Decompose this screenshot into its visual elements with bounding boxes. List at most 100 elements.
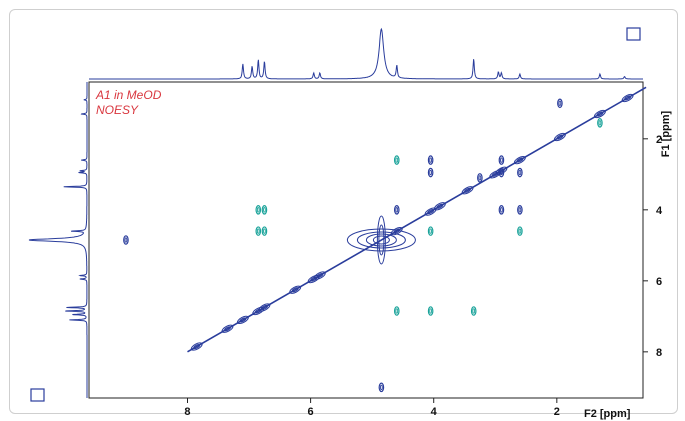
- diagonal-peak: [491, 171, 499, 177]
- diagonal-peak: [461, 186, 474, 195]
- cross-peak: [427, 226, 434, 236]
- cross-peak: [477, 173, 483, 183]
- diagonal-peak: [365, 233, 397, 247]
- diagonal-peak: [372, 235, 390, 245]
- chart-frame: [9, 9, 678, 414]
- diagonal-peak: [258, 303, 271, 312]
- y-tick-label: 2: [656, 134, 662, 146]
- cross-peak: [261, 205, 268, 215]
- cross-peak: [498, 155, 505, 165]
- cross-peak-core: [380, 384, 383, 390]
- diagonal-peak: [424, 207, 437, 216]
- cross-peak: [427, 167, 434, 178]
- cross-peak-core: [256, 228, 260, 234]
- diagonal-peak: [436, 203, 444, 209]
- cross-peak: [498, 167, 505, 178]
- diagonal-peak: [378, 224, 385, 256]
- x-tick-label: 6: [308, 406, 314, 418]
- cross-peak-core: [500, 169, 503, 176]
- cross-peak-core: [500, 157, 503, 163]
- cross-peak-core: [500, 207, 503, 213]
- diagonal-peak: [376, 215, 386, 265]
- cross-peak: [427, 306, 434, 316]
- diagonal-peak: [553, 132, 566, 142]
- cross-peak-core: [598, 120, 602, 126]
- diagonal-peak: [513, 155, 526, 165]
- cross-peak-core: [429, 157, 432, 163]
- diagonal-peak: [252, 306, 265, 316]
- diagonal-peak: [464, 187, 471, 193]
- diagonal-peak: [291, 287, 299, 293]
- cross-peak: [393, 155, 400, 165]
- frame-marker: [626, 27, 641, 41]
- x-tick-label: 8: [184, 406, 190, 418]
- plot-title-line-1: A1 in MeOD: [95, 88, 162, 102]
- diagonal-peak: [433, 202, 446, 211]
- diagonal-peak: [261, 305, 268, 310]
- diagonal-peak: [236, 315, 249, 325]
- top-projection-trace: [89, 27, 643, 80]
- y-tick-label: 8: [656, 347, 662, 359]
- cross-peak-core: [518, 228, 522, 234]
- diagonal-peak: [593, 109, 606, 119]
- diagonal-peak: [310, 276, 318, 282]
- diagonal-peak: [239, 317, 247, 323]
- cross-peak-core: [518, 207, 522, 213]
- diagonal-peak: [556, 134, 564, 140]
- cross-peak-core: [263, 207, 266, 213]
- cross-peak: [255, 226, 262, 236]
- cross-peak: [255, 205, 262, 215]
- cross-peak: [378, 382, 385, 393]
- cross-peak: [261, 226, 268, 236]
- diagonal-peak: [393, 228, 401, 234]
- diagonal-peak: [390, 226, 403, 236]
- top-projection-spectrum: [89, 27, 643, 80]
- diagonal-peak: [221, 324, 234, 333]
- cross-peak-core: [395, 207, 399, 213]
- cross-peak: [517, 167, 523, 178]
- diagonal-trace: [187, 86, 647, 353]
- plot-title-line-2: NOESY: [96, 103, 139, 117]
- cross-peak: [393, 306, 400, 316]
- cross-peak: [393, 205, 400, 215]
- cross-peak-core: [518, 169, 522, 176]
- cross-peak-core: [395, 157, 399, 163]
- cross-peak: [498, 205, 505, 215]
- diagonal-peak: [316, 273, 324, 278]
- cross-peak-core: [395, 308, 399, 314]
- cross-peak-core: [429, 169, 432, 176]
- left-projection-trace: [28, 82, 88, 398]
- cross-peak-core: [558, 100, 562, 106]
- diagonal-peak: [516, 157, 524, 163]
- diagonal-peak: [356, 231, 406, 249]
- cross-peak-core: [124, 237, 128, 243]
- diagonal-peak: [596, 111, 604, 117]
- diagonal-peak: [346, 228, 416, 252]
- cross-peak: [517, 205, 523, 215]
- cross-peak-core: [478, 175, 482, 181]
- x-axis-label: F2 [ppm]: [584, 408, 631, 420]
- diagonal-peak: [427, 209, 435, 215]
- plot-area: [88, 81, 644, 399]
- cross-peak: [557, 98, 563, 109]
- cross-peak: [597, 118, 603, 128]
- y-tick-label: 4: [656, 205, 663, 217]
- x-tick-label: 4: [431, 406, 438, 418]
- diagonal-peak: [307, 274, 320, 284]
- cross-peak: [123, 235, 129, 245]
- diagonal-peak: [190, 342, 203, 351]
- y-axis-label: F1 [ppm]: [660, 110, 672, 157]
- cross-peak-core: [429, 308, 432, 314]
- diagonal-peak: [224, 326, 231, 332]
- cross-peak: [470, 306, 477, 316]
- diagonal-peak: [621, 93, 634, 103]
- cross-peak: [517, 226, 523, 236]
- x-tick-label: 2: [554, 406, 560, 418]
- cross-peak-core: [472, 308, 476, 314]
- cross-peak-core: [429, 228, 432, 234]
- frame-marker: [30, 388, 45, 402]
- diagonal-peak: [313, 271, 326, 280]
- cross-peak-core: [256, 207, 260, 213]
- left-projection-spectrum: [28, 82, 88, 398]
